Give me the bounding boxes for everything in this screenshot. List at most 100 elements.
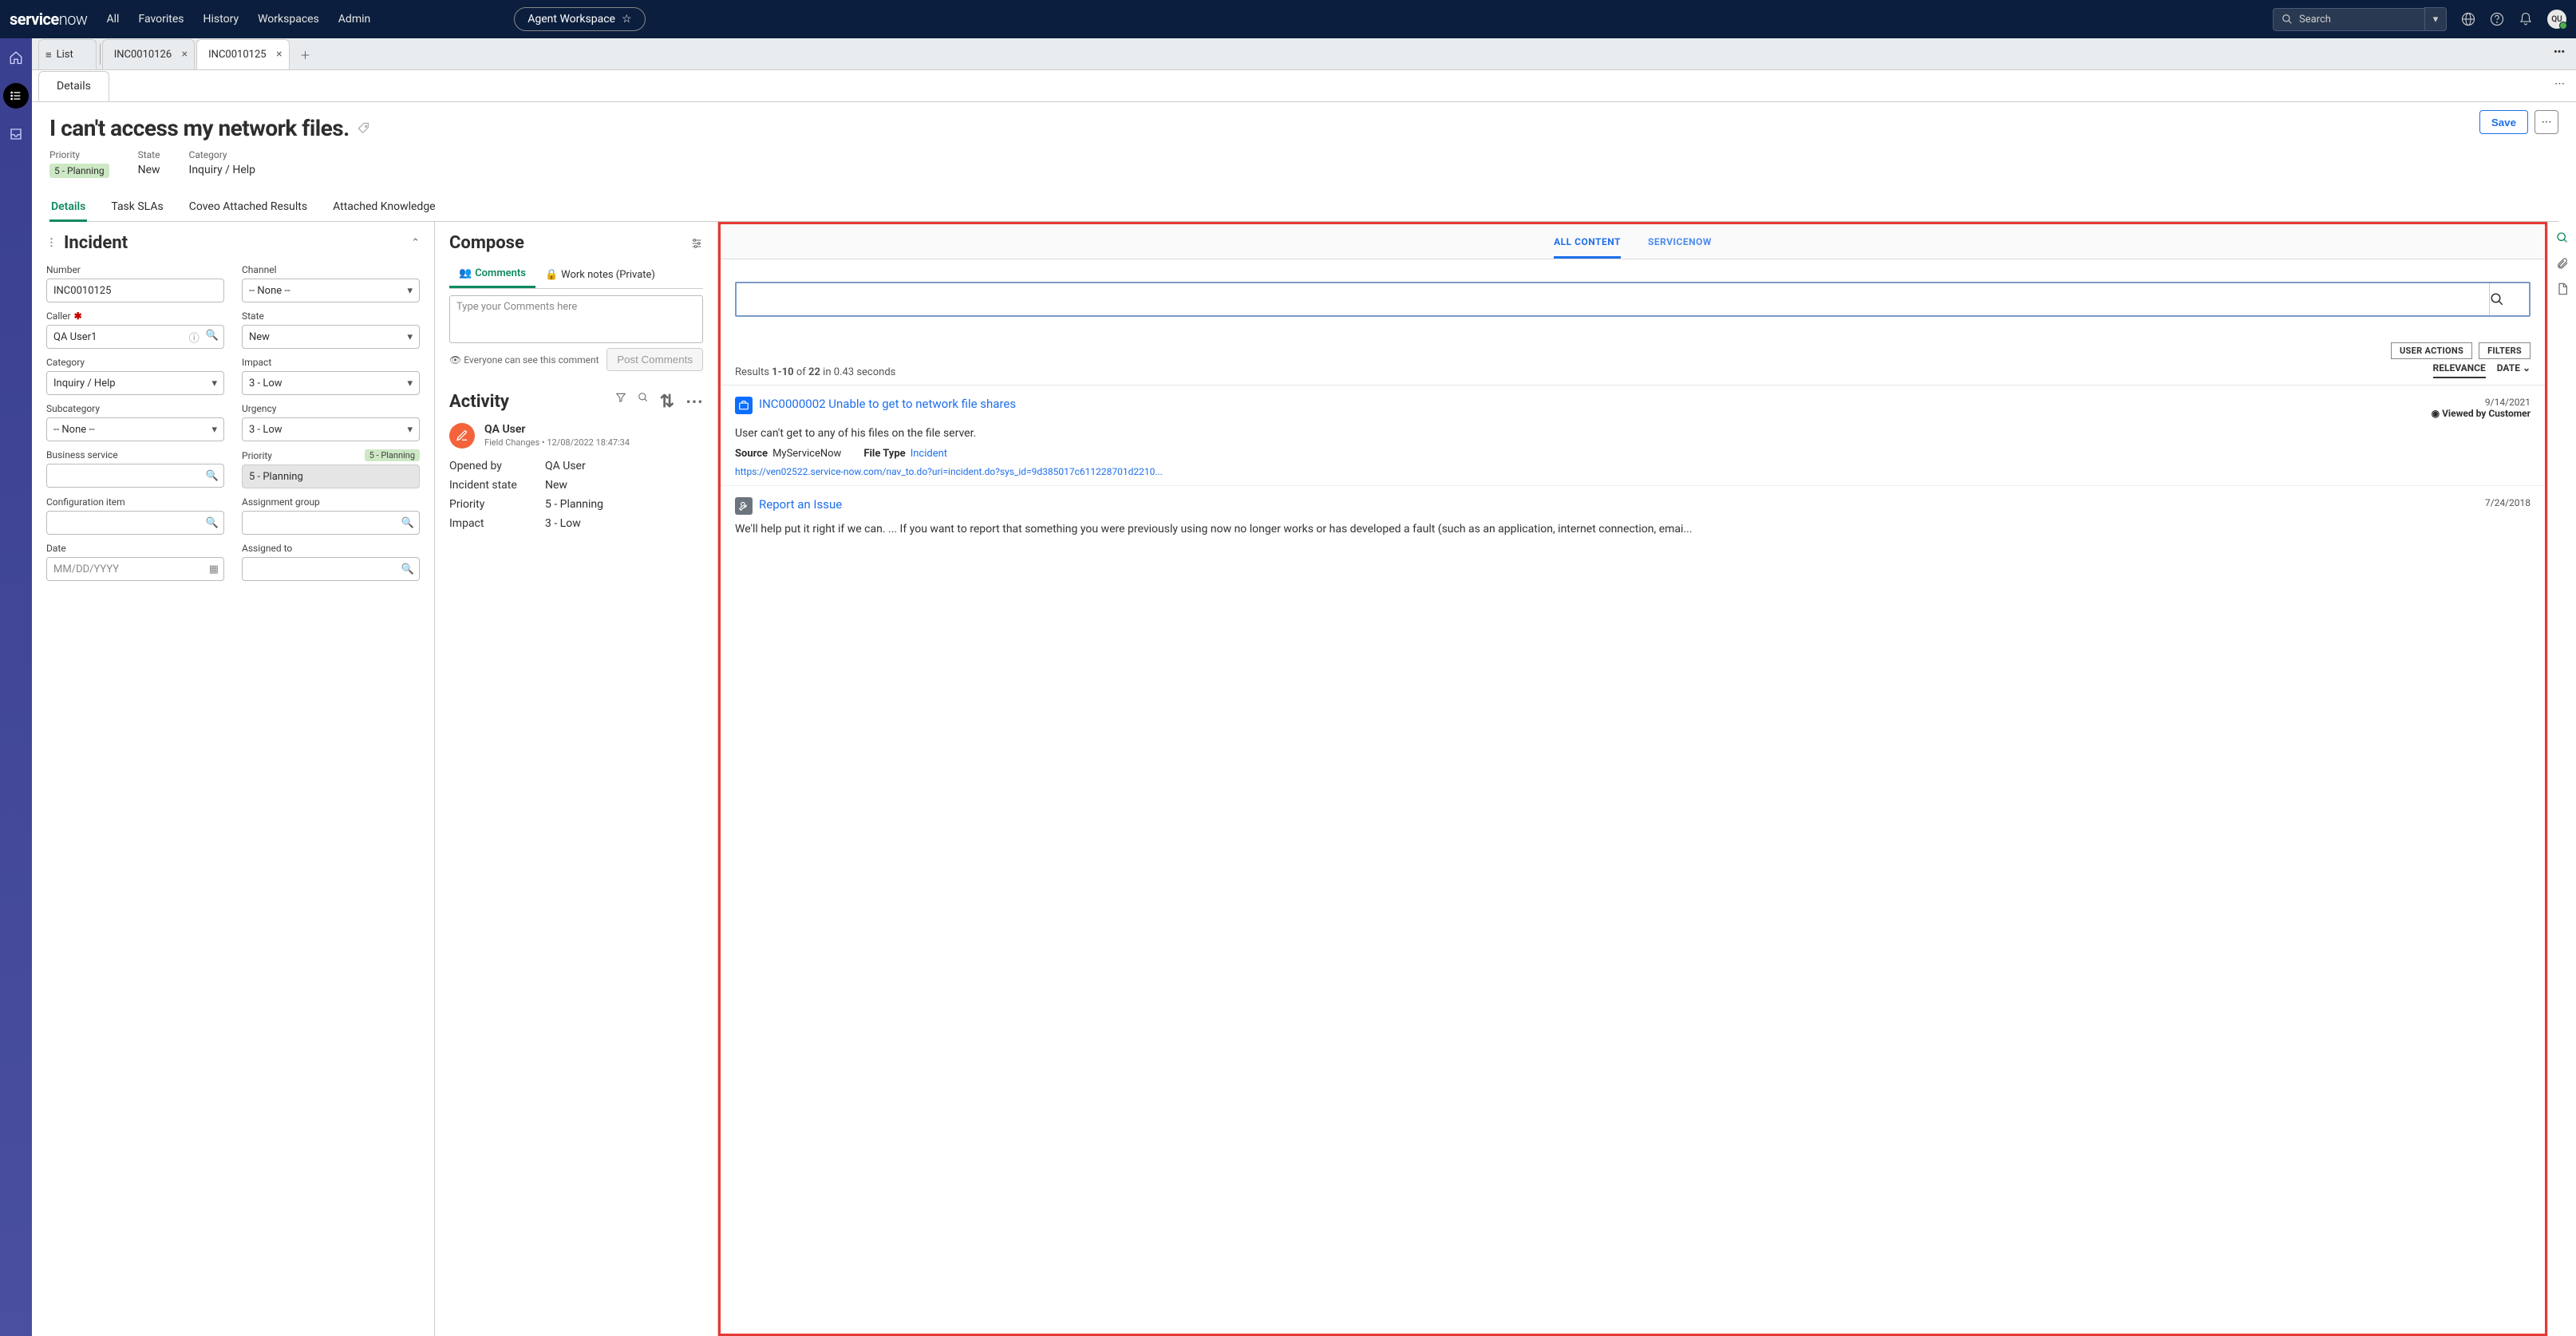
help-icon[interactable] xyxy=(2490,12,2504,26)
global-nav: All Favorites History Workspaces Admin xyxy=(107,13,371,26)
assigned-to-input[interactable]: 🔍 xyxy=(242,557,420,581)
filetype-link[interactable]: Incident xyxy=(911,448,947,460)
activity-avatar xyxy=(449,423,475,449)
save-button[interactable]: Save xyxy=(2479,110,2528,134)
result-item: INC0000002 Unable to get to network file… xyxy=(721,385,2545,486)
subcategory-select[interactable]: -- None -- xyxy=(46,417,224,441)
priority-label: Priority5 - Planning xyxy=(242,449,420,461)
date-label: Date xyxy=(46,543,224,554)
nav-admin[interactable]: Admin xyxy=(338,13,370,26)
tag-icon[interactable] xyxy=(358,122,370,135)
activity-meta: Field Changes • 12/08/2022 18:47:34 xyxy=(484,437,630,448)
insight-search-input[interactable] xyxy=(737,283,2489,315)
result-link[interactable]: Report an Issue xyxy=(759,497,842,512)
compose-tab-comments[interactable]: 👥Comments xyxy=(449,261,535,288)
record-more-button[interactable]: ⋯ xyxy=(2535,110,2558,134)
info-icon[interactable]: ⓘ xyxy=(189,330,200,345)
sort-date[interactable]: DATE ⌄ xyxy=(2497,362,2531,378)
activity-title: Activity xyxy=(449,392,509,412)
filters-button[interactable]: FILTERS xyxy=(2479,342,2531,359)
result-date: 9/14/2021 xyxy=(2432,397,2531,408)
channel-select[interactable]: -- None -- xyxy=(242,279,420,302)
impact-label: Impact xyxy=(242,357,420,368)
urgency-select[interactable]: 3 - Low xyxy=(242,417,420,441)
globe-icon[interactable] xyxy=(2461,12,2475,26)
channel-label: Channel xyxy=(242,264,420,275)
meta-category-label: Category xyxy=(189,149,256,160)
nav-all[interactable]: All xyxy=(107,13,120,26)
search-icon xyxy=(2282,14,2293,25)
category-label: Category xyxy=(46,357,224,368)
close-icon[interactable]: × xyxy=(276,48,282,61)
search-dropdown[interactable]: ▾ xyxy=(2424,7,2447,31)
ci-label: Configuration item xyxy=(46,496,224,508)
document-icon[interactable] xyxy=(2556,283,2569,295)
rtab-knowledge[interactable]: Attached Knowledge xyxy=(331,192,437,221)
chevron-up-icon[interactable]: ⌃ xyxy=(411,237,420,249)
category-select[interactable]: Inquiry / Help xyxy=(46,371,224,395)
activity-panel: Compose 👥Comments 🔒Work notes (Private) … xyxy=(435,222,718,1336)
nav-history[interactable]: History xyxy=(203,13,239,26)
tabs-more-icon[interactable]: ••• xyxy=(2554,46,2565,58)
caller-input[interactable]: QA User1 ⓘ🔍 xyxy=(46,325,224,349)
people-icon: 👥 xyxy=(459,267,472,279)
state-select[interactable]: New xyxy=(242,325,420,349)
result-link[interactable]: INC0000002 Unable to get to network file… xyxy=(759,397,1016,411)
lookup-icon[interactable]: 🔍 xyxy=(401,563,414,575)
meta-state-label: State xyxy=(138,149,160,160)
tab-list[interactable]: ≡ List xyxy=(38,39,97,69)
search-icon[interactable] xyxy=(2556,231,2569,244)
user-avatar[interactable]: QU xyxy=(2547,10,2566,29)
close-icon[interactable]: × xyxy=(182,48,188,61)
impact-select[interactable]: 3 - Low xyxy=(242,371,420,395)
number-input[interactable]: INC0010125 xyxy=(46,279,224,302)
rtab-coveo[interactable]: Coveo Attached Results xyxy=(188,192,309,221)
inbox-icon[interactable] xyxy=(5,123,27,145)
lookup-icon[interactable]: 🔍 xyxy=(206,470,219,482)
section-drag-icon[interactable]: ⋮ xyxy=(46,237,57,249)
workspace-tabs: ≡ List INC0010126 × INC0010125 × ＋ ••• xyxy=(32,38,2576,70)
post-comments-button[interactable]: Post Comments xyxy=(606,348,703,371)
search-icon[interactable] xyxy=(638,392,649,412)
global-search[interactable]: Search xyxy=(2273,8,2424,31)
sort-relevance[interactable]: RELEVANCE xyxy=(2433,362,2486,378)
nav-workspaces[interactable]: Workspaces xyxy=(258,13,319,26)
assignment-group-input[interactable]: 🔍 xyxy=(242,511,420,535)
tab-inc0010125[interactable]: INC0010125 × xyxy=(196,39,289,69)
lookup-icon[interactable]: 🔍 xyxy=(401,517,414,529)
sort-icon[interactable]: ⇅ xyxy=(660,392,674,412)
home-icon[interactable] xyxy=(5,46,27,69)
logo[interactable]: servicenow xyxy=(10,10,88,29)
filter-icon[interactable] xyxy=(615,392,626,412)
bell-icon[interactable] xyxy=(2519,12,2533,26)
insight-tab-all[interactable]: ALL CONTENT xyxy=(1554,226,1621,258)
user-actions-button[interactable]: USER ACTIONS xyxy=(2391,342,2472,359)
lookup-icon[interactable]: 🔍 xyxy=(206,330,219,345)
rtab-task-slas[interactable]: Task SLAs xyxy=(109,192,164,221)
add-tab-button[interactable]: ＋ xyxy=(294,43,317,65)
lookup-icon[interactable]: 🔍 xyxy=(206,517,219,529)
subtab-details[interactable]: Details xyxy=(38,71,109,101)
chevron-down-icon: ⌄ xyxy=(2523,362,2531,374)
subtabs-more-icon[interactable]: ⋯ xyxy=(2554,78,2565,90)
list-icon[interactable] xyxy=(3,83,29,109)
settings-icon[interactable] xyxy=(690,237,703,250)
comment-textarea[interactable]: Type your Comments here xyxy=(449,295,703,343)
assignment-group-label: Assignment group xyxy=(242,496,420,508)
more-icon[interactable]: ⋯ xyxy=(685,392,703,412)
nav-favorites[interactable]: Favorites xyxy=(138,13,184,26)
compose-tab-worknotes[interactable]: 🔒Work notes (Private) xyxy=(535,261,665,288)
rtab-details[interactable]: Details xyxy=(49,192,87,221)
result-url[interactable]: https://ven02522.service-now.com/nav_to.… xyxy=(735,466,2531,477)
date-input[interactable]: MM/DD/YYYY▦ xyxy=(46,557,224,581)
attachment-icon[interactable] xyxy=(2556,257,2569,270)
tab-inc0010126[interactable]: INC0010126 × xyxy=(102,39,195,69)
insight-tab-servicenow[interactable]: SERVICENOW xyxy=(1648,226,1712,258)
visibility-text: Everyone can see this comment xyxy=(464,354,599,366)
agent-workspace-pill[interactable]: Agent Workspace ☆ xyxy=(514,7,645,31)
ci-input[interactable]: 🔍 xyxy=(46,511,224,535)
business-service-input[interactable]: 🔍 xyxy=(46,464,224,488)
insight-search-button[interactable] xyxy=(2489,283,2529,315)
viewed-badge: ◉ Viewed by Customer xyxy=(2432,408,2531,419)
calendar-icon[interactable]: ▦ xyxy=(209,563,219,575)
